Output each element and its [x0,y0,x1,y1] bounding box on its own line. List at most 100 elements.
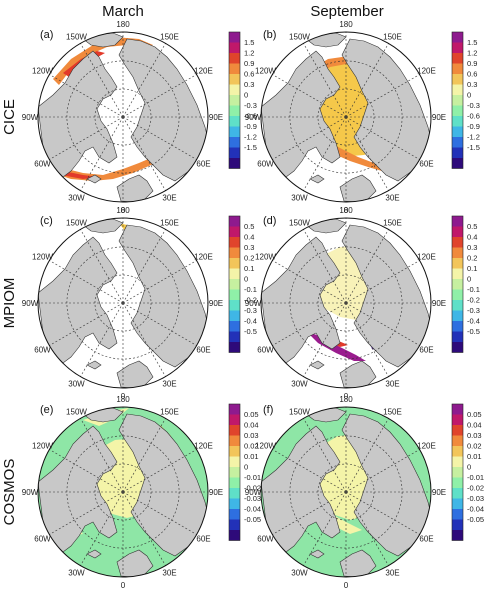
longitude-label: 150E [383,408,402,417]
longitude-label: 150W [289,408,310,417]
longitude-label: 60W [34,346,51,355]
colorbar-tick-label: -0.5 [244,327,257,336]
colorbar-segment [452,42,463,53]
longitude-label: 30E [162,569,176,578]
longitude-label: 150W [66,219,87,228]
anomaly-patch [320,137,382,171]
colorbar-segment [229,42,240,53]
land-mass [341,38,431,182]
colorbar-tick-label: -0.05 [467,515,484,524]
map-disk [261,218,431,388]
colorbar-segment [229,268,240,279]
colorbar-tick-label: -0.6 [467,112,480,121]
colorbar-segment [452,105,463,116]
colorbar-segment [452,509,463,520]
colorbar-tick-label: 1.5 [467,38,477,47]
colorbar-segment [452,247,463,258]
colorbar-segment [229,310,240,321]
colorbar-tick-label: -0.6 [244,112,257,121]
colorbar-frame [228,215,241,353]
longitude-label: 120E [194,253,213,262]
colorbar-segment [229,519,240,530]
colorbar-segment [229,105,240,116]
colorbar-tick-label: -0.1 [244,285,257,294]
colorbar-segment [452,456,463,467]
land-mass [339,549,377,577]
colorbar-segment [229,477,240,488]
colorbar-segment [452,147,463,158]
longitude-label: 90W [245,113,262,122]
colorbar-segment [452,258,463,269]
map-panel: 180 150E 120E 90E 60E 30E 0 30W 60W 90W 120W 150W (d… [245,206,446,401]
longitude-label: 30E [162,194,176,203]
land-mass [116,360,154,388]
longitude-label: 30E [162,380,176,389]
panel-label: (f) [263,404,273,416]
land-mass [86,360,102,370]
colorbar-segment [452,53,463,64]
longitude-label: 0 [344,581,349,590]
land-mass [341,224,431,368]
longitude-label: 90E [432,113,446,122]
longitude-label: 0 [121,206,126,215]
map-border [260,31,432,203]
colorbar-tick-label: 1.2 [467,49,477,58]
longitude-label: 150E [160,33,179,42]
colorbar-segment [229,95,240,106]
longitude-label: 60W [257,346,274,355]
longitude-label: 120W [32,67,53,76]
land-mass [38,50,118,178]
row-title-cice: CICE [1,99,18,135]
longitude-label: 30E [385,569,399,578]
colorbar-tick-label: 0.1 [467,264,477,273]
longitude-label: 150E [383,33,402,42]
longitude-label: 30E [385,194,399,203]
colorbar-segment [452,488,463,499]
land-mass [86,549,102,559]
longitude-label: 120E [194,67,213,76]
land-mass [116,174,154,202]
land-mass [339,174,377,202]
longitude-label: 0 [344,206,349,215]
colorbar-segment [452,74,463,85]
longitude-label: 150E [383,219,402,228]
colorbar-tick-label: 0.03 [244,431,259,440]
colorbar-tick-label: 0.5 [467,222,477,231]
longitude-label: 30W [68,569,85,578]
land-mass [341,413,431,557]
longitude-label: 60E [196,346,210,355]
longitude-label: 150W [289,33,310,42]
map-border [37,31,209,203]
land-mass [261,50,341,178]
longitude-label: 90E [209,488,223,497]
land-mass [118,38,208,182]
colorbar-segment [229,247,240,258]
colorbar-tick-label: 0 [244,91,248,100]
colorbar-segment [452,519,463,530]
colorbar-segment [229,435,240,446]
colorbar-segment [229,425,240,436]
anomaly-patch [328,512,362,534]
colorbar: 0.5 0.40.3 0.20.1 0-0.1 -0.2-0.3 -0.4-0.5 [228,215,257,353]
colorbar-segment [229,74,240,85]
colorbar-tick-label: -0.02 [244,484,261,493]
longitude-label: 150W [289,219,310,228]
colorbar-tick-label: -0.3 [467,306,480,315]
colorbar-segment [229,258,240,269]
colorbar-segment [229,126,240,137]
longitude-label: 180 [116,20,130,29]
longitude-label: 120E [194,442,213,451]
colorbar-segment [452,404,463,415]
land-mass [261,236,341,364]
colorbar-tick-label: 0.4 [244,233,254,242]
panel-label: (a) [40,29,53,41]
colorbar-segment [452,321,463,332]
colorbar-tick-label: 0.04 [244,421,259,430]
longitude-label: 30W [68,380,85,389]
colorbar-tick-label: 0.03 [467,431,482,440]
longitude-label: 120W [32,442,53,451]
colorbar-tick-label: -0.04 [467,505,484,514]
longitude-label: 150E [160,219,179,228]
colorbar-segment [452,95,463,106]
colorbar-segment [229,116,240,127]
